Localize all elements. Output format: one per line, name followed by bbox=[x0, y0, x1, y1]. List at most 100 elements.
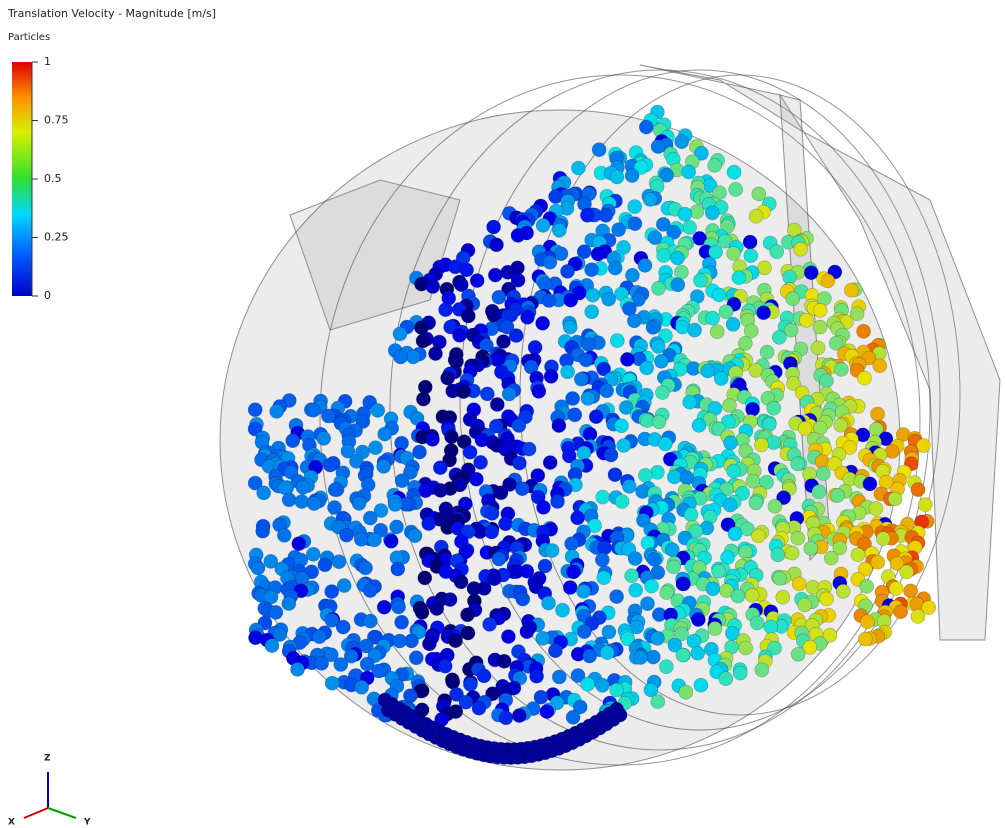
particle bbox=[812, 420, 828, 436]
particle bbox=[875, 531, 891, 546]
particle bbox=[793, 241, 808, 257]
particle bbox=[561, 448, 577, 464]
particle bbox=[463, 677, 478, 692]
particle bbox=[797, 421, 813, 436]
particle bbox=[749, 615, 765, 631]
particle bbox=[857, 561, 873, 577]
particle bbox=[757, 260, 772, 276]
particle bbox=[635, 484, 650, 499]
particle bbox=[247, 402, 263, 418]
particle bbox=[670, 250, 685, 266]
particle bbox=[726, 463, 741, 479]
particle bbox=[759, 344, 775, 360]
particle bbox=[857, 536, 872, 552]
particle bbox=[756, 305, 771, 321]
particle bbox=[512, 455, 527, 471]
particle bbox=[473, 455, 488, 470]
particle bbox=[486, 219, 501, 235]
particle bbox=[460, 607, 475, 623]
particle bbox=[343, 648, 359, 664]
particle bbox=[448, 633, 463, 649]
particle bbox=[487, 267, 503, 283]
particle bbox=[496, 653, 512, 669]
particle bbox=[368, 440, 383, 456]
particle bbox=[425, 432, 440, 447]
particle bbox=[868, 501, 884, 516]
particle bbox=[590, 246, 606, 262]
particle bbox=[591, 142, 607, 157]
particle bbox=[730, 588, 746, 604]
particle bbox=[520, 309, 535, 325]
particle bbox=[263, 589, 279, 605]
particle bbox=[276, 527, 292, 543]
particle bbox=[612, 707, 628, 723]
particle bbox=[295, 480, 311, 495]
particle bbox=[576, 445, 592, 461]
particle bbox=[745, 473, 761, 489]
particle bbox=[247, 475, 263, 491]
particle bbox=[576, 624, 592, 640]
particle bbox=[857, 631, 873, 647]
particle bbox=[466, 581, 482, 596]
legend-tick-label: 0.75 bbox=[44, 114, 69, 127]
particle bbox=[317, 557, 333, 573]
particle bbox=[785, 291, 801, 307]
particle bbox=[376, 599, 392, 615]
particle bbox=[496, 334, 511, 349]
particle bbox=[519, 624, 535, 640]
particle bbox=[321, 408, 336, 424]
particle bbox=[833, 362, 849, 377]
legend-title: Translation Velocity - Magnitude [m/s] bbox=[7, 7, 216, 20]
particle bbox=[391, 599, 406, 615]
particle bbox=[627, 199, 643, 214]
legend-tick-label: 0.25 bbox=[44, 231, 69, 244]
particle bbox=[567, 407, 583, 423]
particle bbox=[521, 441, 537, 457]
particle bbox=[811, 484, 827, 500]
particle bbox=[460, 625, 476, 641]
z-label: Z bbox=[44, 754, 51, 764]
particle bbox=[452, 327, 467, 343]
particle bbox=[482, 617, 497, 632]
particle bbox=[596, 570, 612, 586]
particle bbox=[659, 167, 674, 183]
particle bbox=[803, 541, 819, 556]
particle bbox=[790, 456, 805, 472]
particle bbox=[462, 444, 478, 460]
particle bbox=[331, 554, 347, 570]
particle bbox=[860, 614, 875, 630]
particle bbox=[616, 438, 632, 453]
particle bbox=[491, 551, 507, 567]
legend-subtitle: Particles bbox=[8, 32, 50, 43]
particle bbox=[638, 468, 653, 483]
particle bbox=[856, 323, 871, 339]
particle bbox=[421, 516, 437, 531]
particle bbox=[445, 674, 461, 690]
particle bbox=[888, 581, 904, 596]
particle bbox=[493, 485, 509, 501]
particle bbox=[486, 571, 502, 587]
particle bbox=[689, 204, 705, 219]
particle bbox=[828, 335, 844, 351]
particle bbox=[726, 164, 742, 180]
particle bbox=[390, 561, 406, 577]
particle bbox=[713, 371, 729, 386]
particle bbox=[453, 574, 469, 590]
particle bbox=[484, 506, 500, 521]
particle bbox=[312, 629, 327, 645]
y-axis bbox=[47, 807, 77, 819]
particle bbox=[666, 469, 682, 485]
particle bbox=[832, 540, 848, 556]
particle bbox=[530, 468, 546, 483]
particle bbox=[498, 516, 513, 532]
particle bbox=[844, 282, 859, 298]
particle bbox=[614, 418, 629, 434]
particle bbox=[738, 544, 753, 560]
particle bbox=[537, 558, 553, 574]
particle bbox=[903, 583, 918, 599]
particle bbox=[536, 500, 551, 515]
particle bbox=[727, 526, 743, 542]
particle bbox=[910, 482, 926, 497]
particle bbox=[675, 319, 690, 335]
